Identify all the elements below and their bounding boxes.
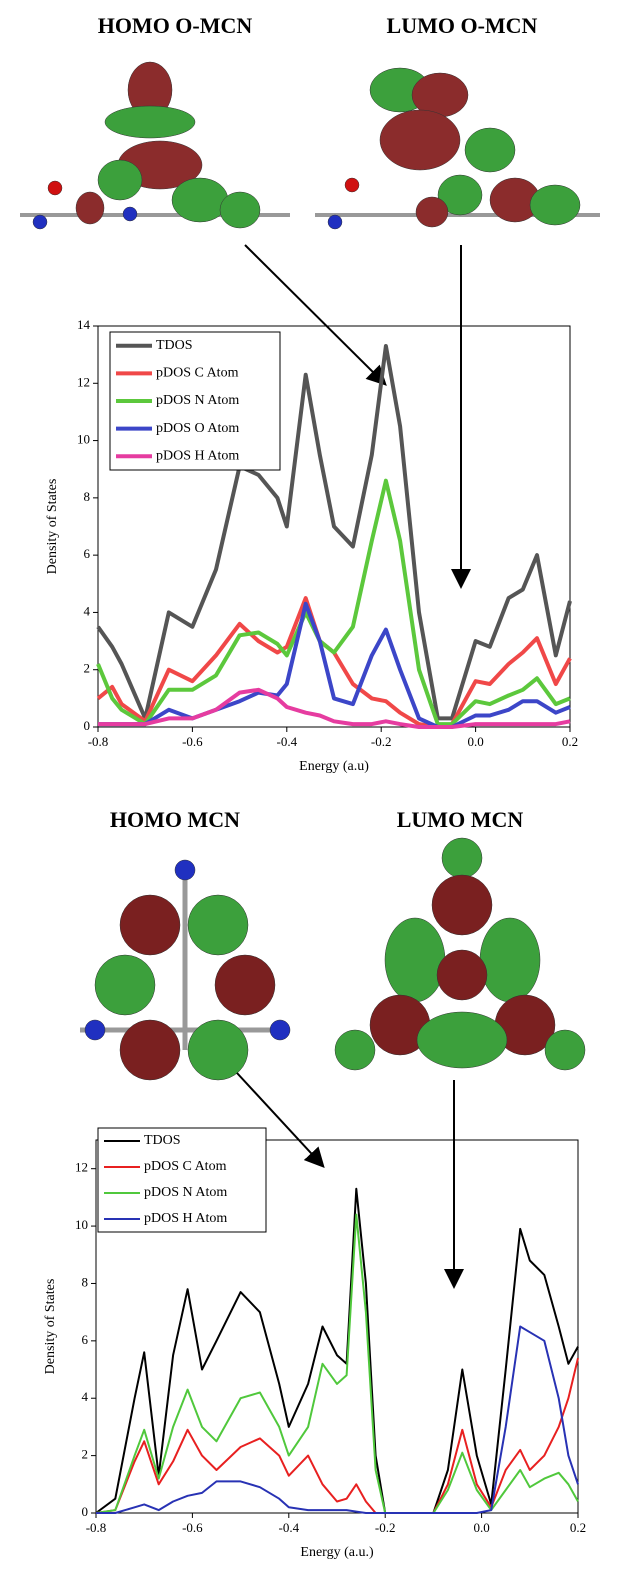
molecule-title: HOMO MCN [110, 807, 240, 832]
y-tick-label: 2 [84, 661, 91, 676]
y-tick-label: 2 [82, 1447, 89, 1462]
x-tick-label: -0.6 [182, 1520, 203, 1535]
legend-label: pDOS C Atom [156, 366, 239, 381]
x-tick-label: -0.4 [279, 1520, 300, 1535]
legend-label: pDOS N Atom [156, 393, 239, 408]
x-tick-label: 0.0 [473, 1520, 489, 1535]
x-axis-label: Energy (a.u) [299, 759, 369, 774]
legend-label: pDOS O Atom [156, 421, 239, 436]
x-tick-label: -0.4 [277, 734, 298, 749]
x-axis-label: Energy (a.u.) [300, 1545, 374, 1560]
x-tick-label: 0.2 [570, 1520, 586, 1535]
x-tick-label: -0.8 [88, 734, 109, 749]
y-tick-label: 0 [84, 718, 91, 733]
y-tick-label: 4 [84, 603, 91, 618]
y-tick-label: 14 [77, 317, 91, 332]
legend-label: TDOS [156, 338, 193, 353]
y-tick-label: 10 [75, 1217, 88, 1232]
y-tick-label: 6 [84, 546, 91, 561]
legend-label: pDOS H Atom [144, 1211, 227, 1226]
legend-label: pDOS N Atom [144, 1185, 227, 1200]
y-axis-label: Density of States [43, 1279, 58, 1375]
x-tick-label: -0.8 [86, 1520, 107, 1535]
y-tick-label: 10 [77, 432, 90, 447]
x-tick-label: 0.0 [467, 734, 483, 749]
legend-label: pDOS H Atom [156, 448, 239, 463]
x-tick-label: 0.2 [562, 734, 578, 749]
x-tick-label: -0.6 [182, 734, 203, 749]
molecule-lumo-mcn [335, 838, 585, 1070]
molecule-title: HOMO O-MCN [98, 13, 253, 38]
molecule-homo-omcn [20, 62, 290, 229]
y-tick-label: 4 [82, 1389, 89, 1404]
y-tick-label: 8 [84, 489, 91, 504]
y-axis-label: Density of States [45, 479, 60, 575]
molecule-title: LUMO MCN [397, 807, 524, 832]
y-tick-label: 8 [82, 1274, 89, 1289]
x-tick-label: -0.2 [375, 1520, 396, 1535]
legend-label: TDOS [144, 1133, 181, 1148]
series-line [96, 1189, 578, 1513]
molecule-lumo-omcn [315, 68, 600, 229]
y-tick-label: 12 [77, 374, 90, 389]
y-tick-label: 0 [82, 1504, 89, 1519]
molecule-title: LUMO O-MCN [387, 13, 538, 38]
y-tick-label: 6 [82, 1332, 89, 1347]
y-tick-label: 12 [75, 1160, 88, 1175]
page: {"chart_data": [ {"type": "line", "annot… [0, 0, 618, 1583]
x-tick-label: -0.2 [371, 734, 392, 749]
legend-label: pDOS C Atom [144, 1159, 227, 1174]
molecule-homo-mcn [80, 860, 290, 1080]
figure: HOMO O-MCN LUMO O-MCN 0 2 4 6 8 10 12 14 -0.8 -0.6 -… [0, 0, 618, 1583]
